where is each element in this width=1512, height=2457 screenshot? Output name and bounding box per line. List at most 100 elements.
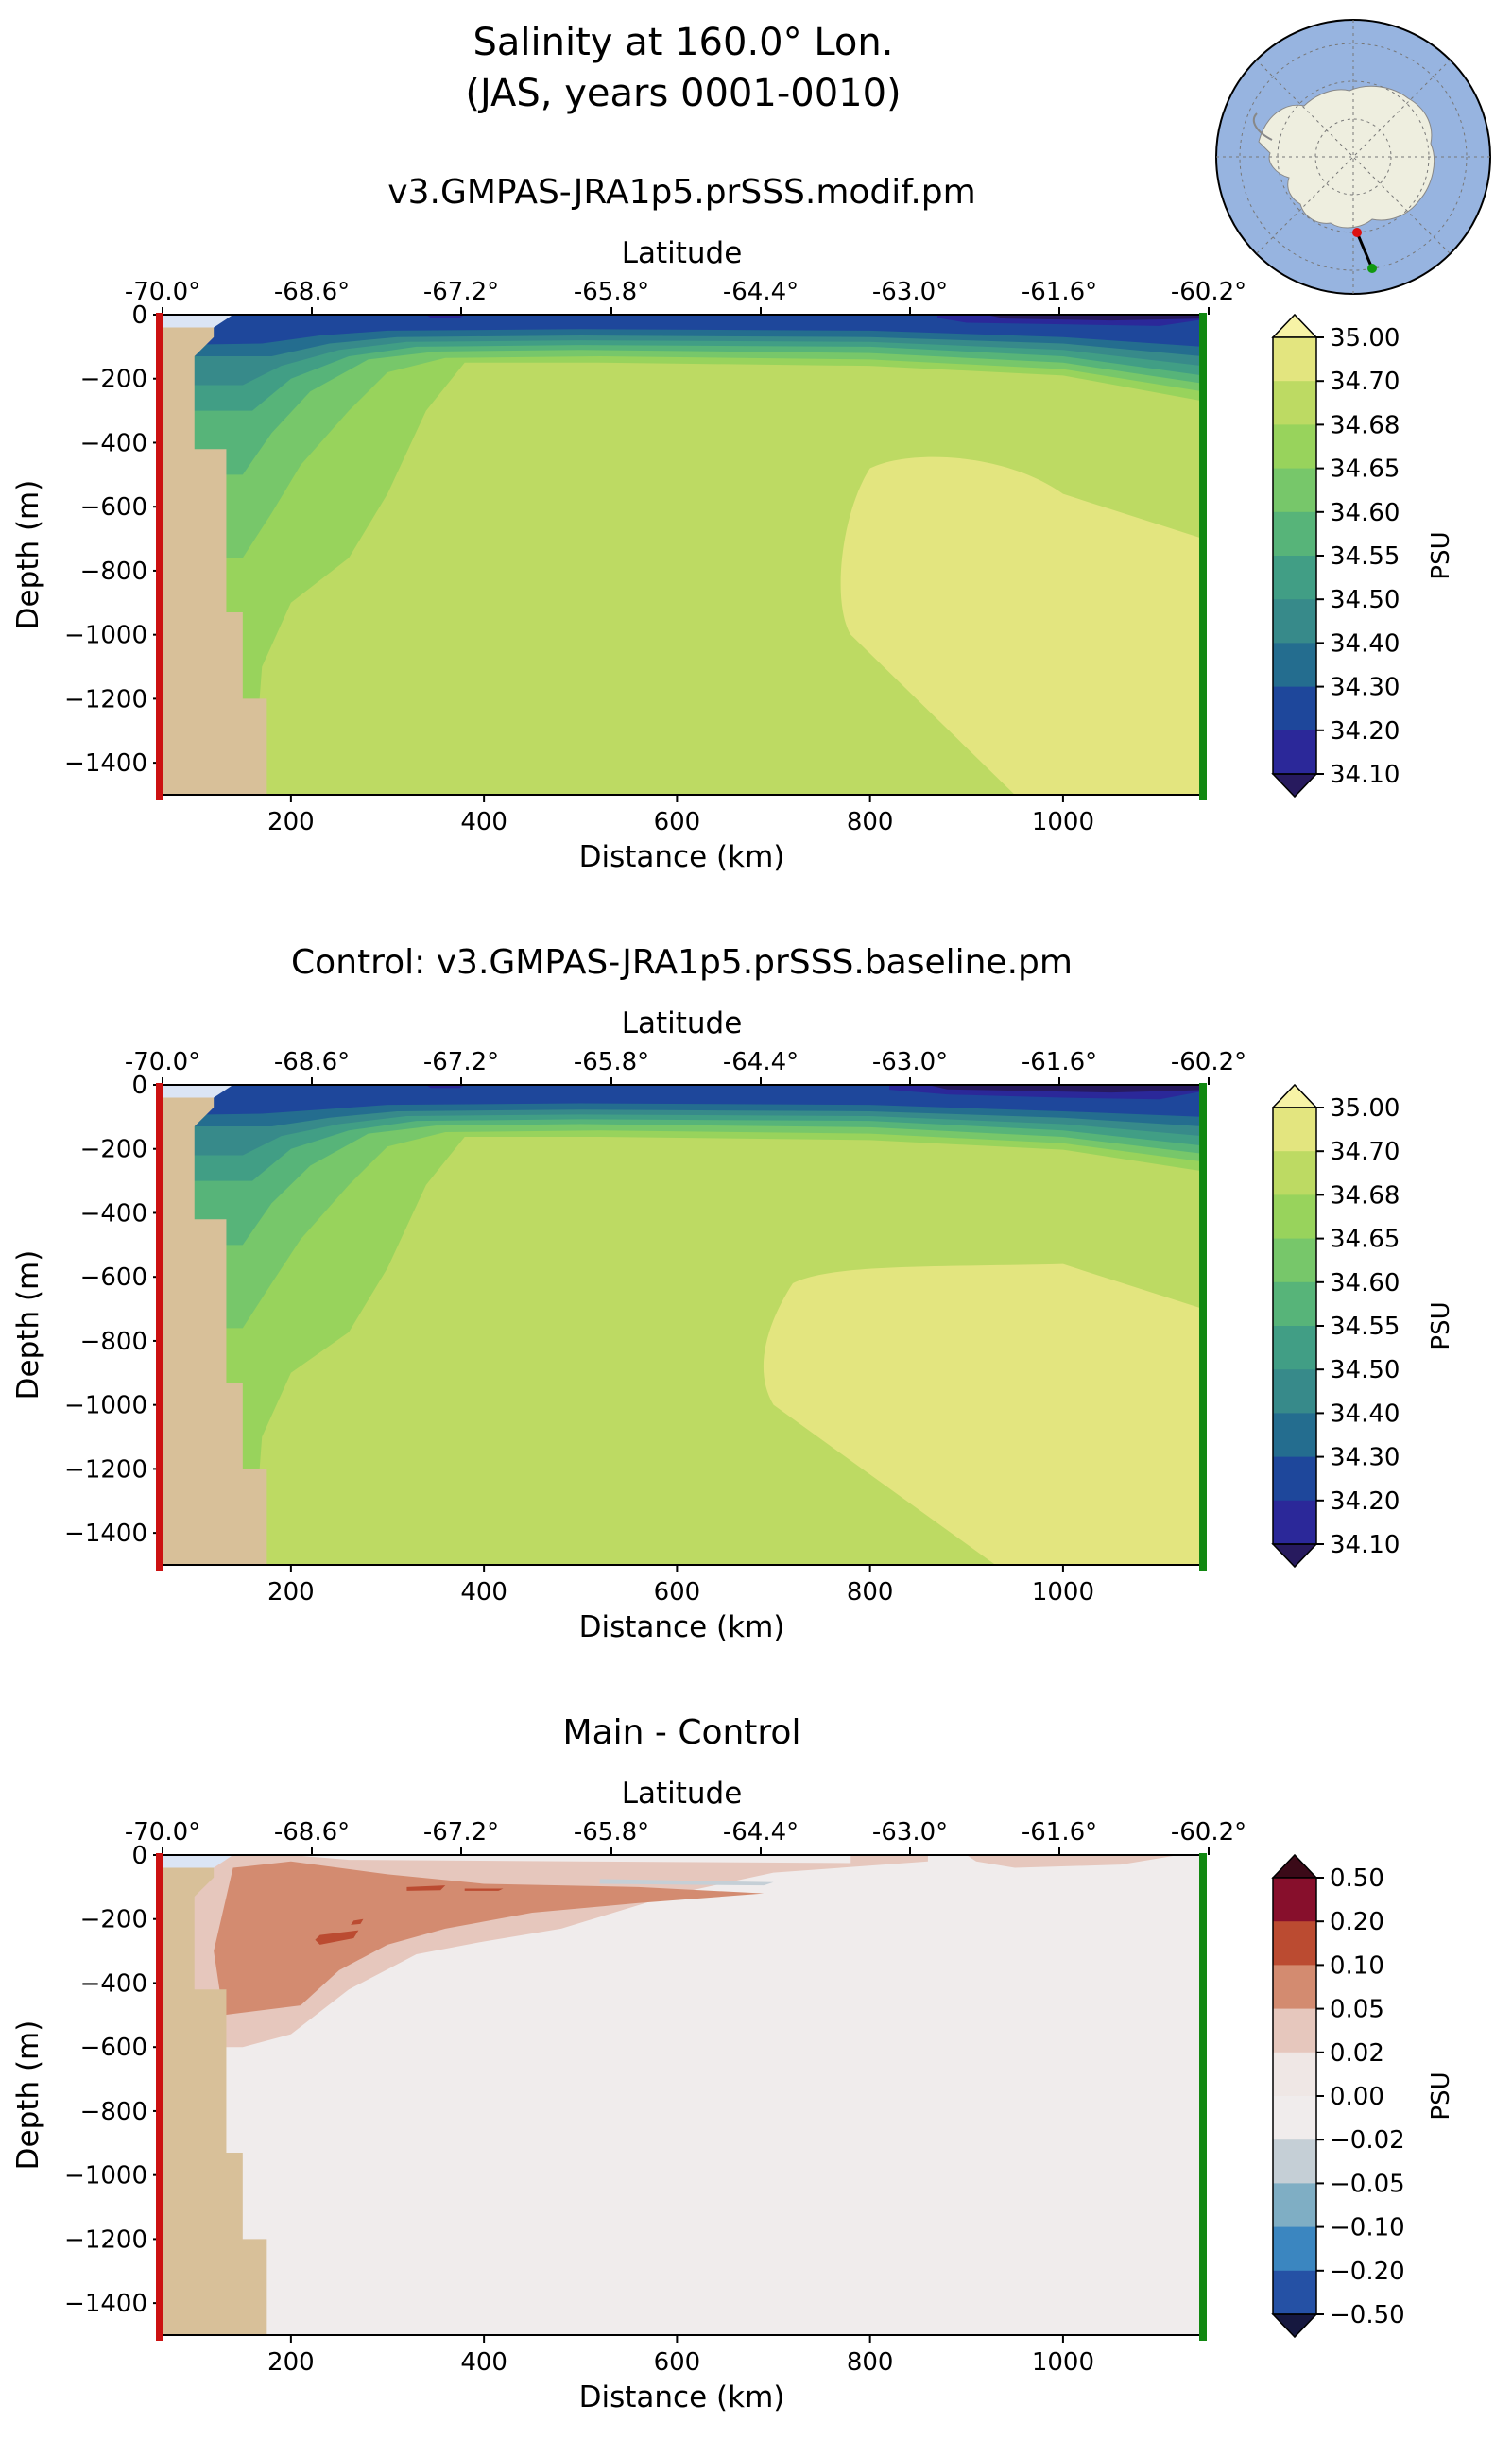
y-tick-label: −1400 bbox=[64, 749, 147, 778]
colorbar-tick-label: 34.20 bbox=[1330, 1487, 1400, 1516]
panel-modif: v3.GMPAS-JRA1p5.prSSS.modif.pm Latitude -7… bbox=[11, 173, 1455, 874]
transect-start-marker bbox=[1352, 228, 1362, 237]
y-axis-label: Depth (m) bbox=[11, 1250, 45, 1400]
x-tick-label: 800 bbox=[847, 808, 894, 836]
salinity-field bbox=[161, 315, 1203, 795]
salinity-band-34.55 bbox=[161, 315, 1203, 475]
panel-title: v3.GMPAS-JRA1p5.prSSS.modif.pm bbox=[387, 173, 975, 212]
lat-tick-label: -70.0° bbox=[125, 1048, 200, 1076]
colorbar-tick-label: 35.00 bbox=[1330, 1094, 1400, 1123]
panel-baseline: Control: v3.GMPAS-JRA1p5.prSSS.baseline.… bbox=[11, 943, 1455, 1644]
panel-title: Control: v3.GMPAS-JRA1p5.prSSS.baseline.… bbox=[291, 943, 1073, 982]
lat-tick-label: -64.4° bbox=[723, 1818, 799, 1847]
colorbar-swatch bbox=[1273, 1326, 1316, 1370]
colorbar-swatch bbox=[1273, 381, 1316, 425]
lat-tick-label: -63.0° bbox=[872, 278, 948, 306]
colorbar-swatch bbox=[1273, 2008, 1316, 2053]
figure-title-line1: Salinity at 160.0° Lon. bbox=[473, 21, 894, 64]
colorbar-swatch bbox=[1273, 1108, 1316, 1152]
diff-band-0.10-patch4 bbox=[464, 1888, 504, 1891]
y-axis-label: Depth (m) bbox=[11, 480, 45, 630]
diff-band-0.05 bbox=[214, 1861, 765, 2016]
colorbar-tick-label: 34.30 bbox=[1330, 674, 1400, 702]
lat-tick-label: -68.6° bbox=[274, 1048, 350, 1076]
y-tick-label: −1000 bbox=[64, 1392, 147, 1420]
colorbar-tick-label: 34.60 bbox=[1330, 499, 1400, 527]
lat-tick-label: -68.6° bbox=[274, 1818, 350, 1847]
colorbar-swatch bbox=[1273, 599, 1316, 644]
latitude-axis-label: Latitude bbox=[622, 236, 743, 270]
colorbar-tick-label: 34.68 bbox=[1330, 1181, 1400, 1210]
x-tick-label: 200 bbox=[267, 1578, 315, 1606]
diff-band-minus-0.02 bbox=[599, 1879, 774, 1886]
difference-field bbox=[161, 1855, 1203, 2335]
colorbar-swatch bbox=[1273, 1878, 1316, 1922]
colorbar-swatch bbox=[1273, 2183, 1316, 2228]
colorbar-label: PSU bbox=[1427, 531, 1455, 579]
y-tick-label: −600 bbox=[80, 493, 147, 522]
y-axis-label: Depth (m) bbox=[11, 2020, 45, 2171]
diff-band-0.10-patch2 bbox=[351, 1918, 364, 1925]
y-tick-label: −1400 bbox=[64, 1520, 147, 1548]
colorbar-tick-label: 34.60 bbox=[1330, 1269, 1400, 1297]
colorbar-tick-label: 34.30 bbox=[1330, 1444, 1400, 1472]
x-axis-label: Distance (km) bbox=[579, 2380, 785, 2414]
colorbar-extend-bottom bbox=[1271, 773, 1318, 799]
x-tick-label: 600 bbox=[654, 1578, 701, 1606]
colorbar-tick-label: 34.65 bbox=[1330, 1226, 1400, 1254]
lat-tick-label: -61.6° bbox=[1022, 1048, 1097, 1076]
colorbar-tick-label: −0.02 bbox=[1330, 2126, 1405, 2155]
colorbar-swatch bbox=[1273, 424, 1316, 470]
y-tick-label: 0 bbox=[131, 301, 147, 330]
lat-tick-label: -64.4° bbox=[723, 1048, 799, 1076]
x-tick-label: 800 bbox=[847, 2348, 894, 2377]
colorbar-swatch bbox=[1273, 730, 1316, 775]
y-tick-label: −800 bbox=[80, 1328, 147, 1356]
y-tick-label: −800 bbox=[80, 2098, 147, 2126]
colorbar-tick-label: 34.40 bbox=[1330, 629, 1400, 658]
colorbar-swatch bbox=[1273, 1281, 1316, 1327]
shelf-gap bbox=[161, 1855, 233, 1868]
colorbar-swatch bbox=[1273, 337, 1316, 382]
y-tick-label: 0 bbox=[131, 1072, 147, 1100]
y-tick-label: −200 bbox=[80, 1906, 147, 1934]
transect-start-bar bbox=[156, 313, 163, 800]
lat-tick-label: -61.6° bbox=[1022, 1818, 1097, 1847]
colorbar-tick-label: 0.10 bbox=[1330, 1951, 1384, 1980]
x-tick-label: 400 bbox=[460, 2348, 507, 2377]
salinity-band-34.55 bbox=[161, 1085, 1203, 1246]
lat-tick-label: -60.2° bbox=[1171, 1048, 1246, 1076]
diff-band-0.02-right bbox=[966, 1855, 1179, 1868]
colorbar-tick-label: −0.10 bbox=[1330, 2214, 1405, 2242]
colorbar-tick-label: 34.68 bbox=[1330, 411, 1400, 439]
salinity-band-34.20 bbox=[161, 315, 1203, 347]
lat-tick-label: -70.0° bbox=[125, 1818, 200, 1847]
transect-end-bar bbox=[1199, 1083, 1207, 1571]
colorbar-tick-label: 34.10 bbox=[1330, 761, 1400, 789]
transect-start-bar bbox=[156, 1853, 163, 2341]
colorbar-extend-top bbox=[1271, 1083, 1318, 1108]
transect-end-bar bbox=[1199, 313, 1207, 800]
colorbar-extend-top bbox=[1271, 1853, 1318, 1879]
colorbar-tick-label: 0.50 bbox=[1330, 1864, 1384, 1893]
colorbar-swatch bbox=[1273, 2139, 1316, 2184]
x-tick-label: 200 bbox=[267, 2348, 315, 2377]
colorbar-swatch bbox=[1273, 2096, 1316, 2140]
x-tick-label: 1000 bbox=[1032, 2348, 1094, 2377]
colorbar-swatch bbox=[1273, 2270, 1316, 2315]
y-tick-label: 0 bbox=[131, 1842, 147, 1870]
lat-tick-label: -65.8° bbox=[574, 1818, 649, 1847]
lat-tick-label: -67.2° bbox=[423, 1048, 499, 1076]
shelf-gap bbox=[161, 315, 233, 328]
figure-title-line2: (JAS, years 0001-0010) bbox=[465, 72, 901, 115]
land-bathymetry bbox=[161, 1867, 267, 2335]
y-tick-label: −1200 bbox=[64, 2225, 147, 2254]
lat-tick-label: -67.2° bbox=[423, 1818, 499, 1847]
colorbar-tick-label: −0.05 bbox=[1330, 2170, 1405, 2198]
y-tick-label: −1200 bbox=[64, 685, 147, 713]
lat-tick-label: -65.8° bbox=[574, 1048, 649, 1076]
colorbar-tick-label: −0.20 bbox=[1330, 2258, 1405, 2286]
salinity-below-34.10 bbox=[986, 315, 1203, 321]
antarctic-peninsula bbox=[1252, 112, 1273, 141]
